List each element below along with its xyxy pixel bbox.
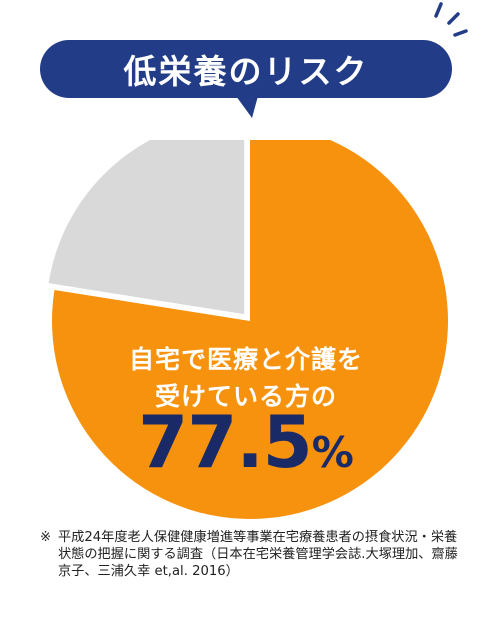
title-bubble-shape	[40, 2, 468, 118]
slice-value-number: 77.5	[138, 400, 313, 484]
pie-slice-0	[52, 140, 448, 519]
page-title: 低栄養のリスク	[123, 52, 369, 91]
slice-value-label: 77.5%	[0, 400, 492, 484]
title-bubble-body	[40, 40, 452, 98]
footnote-text: 平成24年度老人保健健康増進等事業在宅療養患者の摂食状況・栄養状態の把握に関する…	[58, 530, 458, 579]
footnote-mark: ※	[40, 530, 52, 545]
slice-value-unit: %	[311, 428, 354, 477]
pie-slice-1	[48, 140, 245, 315]
emphasis-lines-icon	[434, 2, 468, 37]
slice-label-line-2: 受けている方の	[154, 382, 337, 411]
pie-chart	[48, 140, 448, 519]
source-footnote: ※ 平成24年度老人保健健康増進等事業在宅療養患者の摂食状況・栄養状態の把握に関…	[40, 530, 460, 580]
slice-label-line-1: 自宅で医療と介護を	[128, 345, 363, 374]
title-bubble-tail	[236, 96, 258, 118]
